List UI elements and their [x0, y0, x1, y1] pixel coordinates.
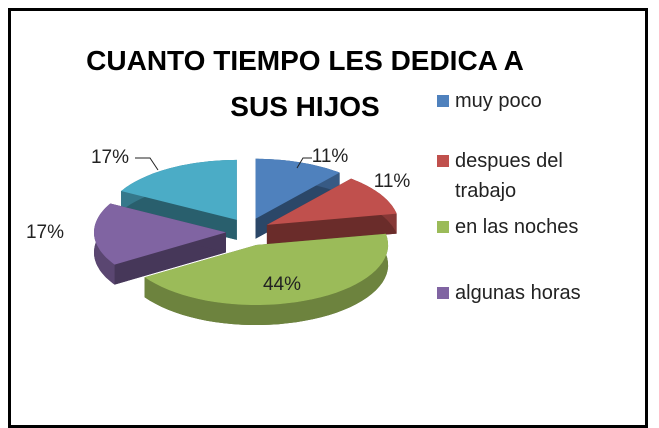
slice-wall — [121, 191, 237, 240]
slice-wall — [266, 213, 397, 245]
legend-label: muy poco — [455, 90, 542, 112]
legend-item: despues del trabajo — [437, 146, 612, 206]
slice — [94, 203, 226, 265]
legend-item: algunas horas — [437, 278, 612, 308]
legend-label: despues del trabajo — [455, 150, 563, 202]
slice — [121, 159, 237, 220]
data-label: 17% — [26, 222, 64, 243]
page: {"chart_data": {"type": "pie3d", "title"… — [8, 8, 648, 428]
slice — [266, 178, 397, 225]
slice-wall — [114, 232, 226, 285]
slice — [144, 233, 389, 305]
slice — [255, 158, 340, 219]
leader-line — [135, 157, 159, 171]
chart: 11% 11% 44% 17% 17% — [26, 146, 411, 325]
leader-line — [296, 157, 312, 169]
chart-title: CUANTO TIEMPO LES DEDICA A SUS HIJOS — [86, 45, 524, 122]
legend-swatch — [437, 221, 449, 233]
legend-swatch — [437, 155, 449, 167]
data-label: 44% — [263, 274, 301, 295]
legend-label: en las noches — [455, 216, 579, 238]
slice-side — [144, 233, 389, 325]
legend-label: algunas horas — [455, 282, 581, 304]
legend-swatch — [437, 95, 449, 107]
data-label: 17% — [91, 147, 129, 168]
data-label: 11% — [374, 171, 411, 192]
legend-swatch — [437, 287, 449, 299]
data-label: 11% — [312, 146, 349, 167]
legend-item: en las noches — [437, 212, 612, 242]
legend-item: muy poco — [437, 86, 612, 116]
